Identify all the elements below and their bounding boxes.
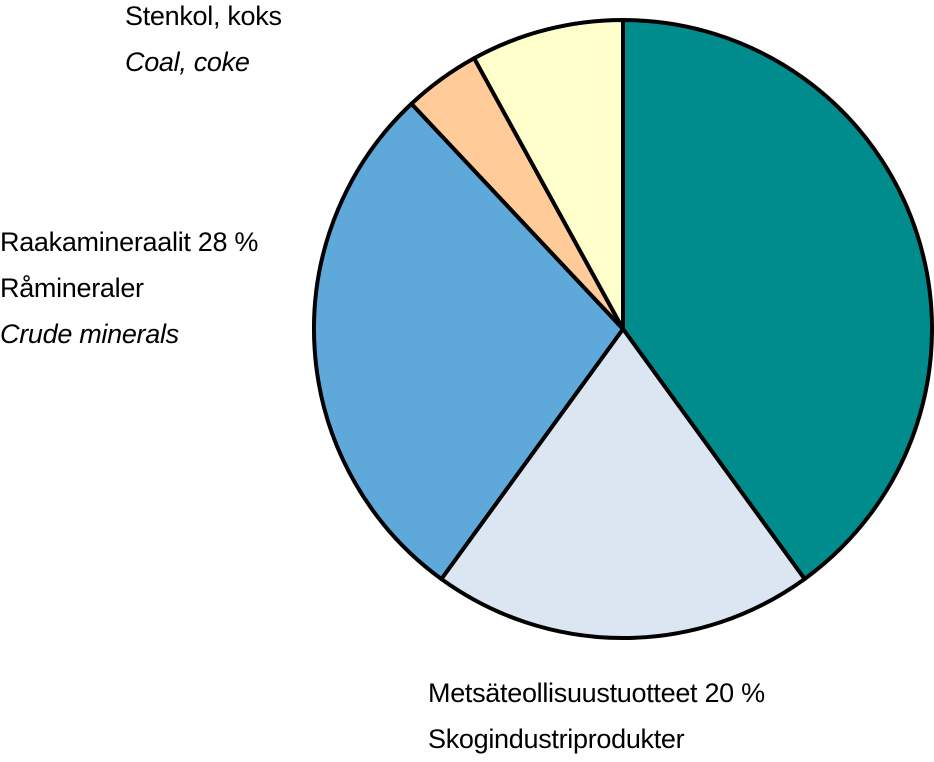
pie-slice-other [621,18,934,581]
pie-slice-coal [472,18,625,331]
label-coal-line-1: Stenkol, koks [125,1,282,31]
label-crude-line-2: Råmineraler [0,273,144,303]
label-forest-line-1: Metsäteollisuustuotteet 20 % [428,678,765,708]
label-coal-coke: Stenkol, koks Coal, coke [125,0,282,85]
label-crude-line-1: Raakamineraalit 28 % [0,227,259,257]
label-crude-minerals: Raakamineraalit 28 % Råmineraler Crude m… [0,219,258,357]
label-forest-products: Metsäteollisuustuotteet 20 % Skogindustr… [428,670,765,762]
label-coal-line-2: Coal, coke [125,47,250,77]
pie-slice-forest [439,327,807,640]
label-crude-line-3: Crude minerals [0,319,179,349]
pie-slice-crude [312,101,625,581]
label-forest-line-2: Skogindustriprodukter [428,724,685,754]
